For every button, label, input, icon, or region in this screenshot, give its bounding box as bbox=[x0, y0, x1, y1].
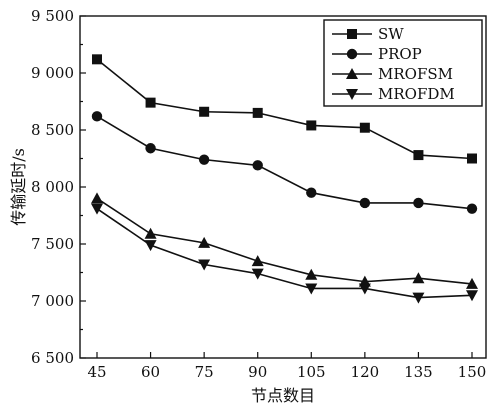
data-point-prop bbox=[198, 154, 210, 165]
data-point-sw bbox=[467, 153, 477, 164]
data-point-prop bbox=[91, 111, 103, 122]
data-point-prop bbox=[466, 203, 478, 214]
y-tick-label: 8 500 bbox=[31, 121, 74, 139]
legend-marker-sw bbox=[347, 29, 357, 39]
x-axis-title: 节点数目 bbox=[251, 386, 315, 405]
legend-label-mrofsm: MROFSM bbox=[378, 65, 453, 83]
x-tick-label: 75 bbox=[195, 363, 214, 381]
y-tick-label: 9 500 bbox=[31, 7, 74, 25]
y-axis: 6 500 7 000 7 500 8 000 8 500 9 000 9 500 bbox=[31, 7, 86, 367]
legend-label-prop: PROP bbox=[378, 45, 422, 63]
data-point-mrofsm bbox=[305, 268, 318, 280]
data-point-mrofdm bbox=[358, 283, 371, 295]
data-point-sw bbox=[92, 54, 102, 65]
data-point-mrofsm bbox=[198, 236, 211, 248]
series-line-prop bbox=[96, 115, 473, 210]
series-mrofdm bbox=[91, 203, 478, 304]
x-tick-label: 45 bbox=[87, 363, 106, 381]
legend-marker-prop bbox=[346, 48, 358, 60]
data-point-mrofdm bbox=[144, 240, 157, 252]
series-line-mrofsm bbox=[96, 197, 473, 285]
data-point-mrofdm bbox=[305, 283, 318, 295]
data-point-prop bbox=[145, 143, 156, 154]
y-tick-label: 9 000 bbox=[31, 64, 74, 82]
y-tick-label: 7 500 bbox=[31, 235, 74, 253]
data-point-mrofsm bbox=[144, 227, 157, 239]
data-point-mrofdm bbox=[198, 259, 211, 271]
y-tick-label: 7 000 bbox=[31, 292, 74, 310]
x-tick-label: 135 bbox=[404, 363, 433, 381]
x-tick-label: 60 bbox=[141, 363, 160, 381]
data-point-mrofsm bbox=[412, 272, 425, 284]
data-point-prop bbox=[413, 197, 424, 209]
y-tick-label: 6 500 bbox=[31, 349, 74, 367]
series-layer bbox=[91, 54, 478, 304]
legend-box bbox=[323, 19, 483, 107]
y-axis-title: 传输延时/s bbox=[9, 148, 28, 226]
legend-marker-mrofdm bbox=[346, 89, 358, 100]
legend-label-mrofdm: MROFDM bbox=[378, 85, 455, 103]
x-tick-label: 90 bbox=[248, 363, 267, 381]
series-prop bbox=[91, 111, 478, 214]
data-point-mrofsm bbox=[91, 192, 103, 204]
data-point-prop bbox=[252, 160, 263, 171]
legend-label-sw: SW bbox=[378, 25, 404, 43]
data-point-sw bbox=[306, 120, 317, 131]
data-point-mrofdm bbox=[251, 268, 264, 280]
series-line-sw bbox=[96, 58, 473, 160]
data-point-sw bbox=[199, 106, 210, 117]
data-point-mrofdm bbox=[466, 290, 478, 302]
data-point-mrofsm bbox=[466, 277, 478, 289]
x-tick-label: 120 bbox=[351, 363, 380, 381]
series-sw bbox=[92, 54, 477, 164]
y-tick-label: 8 000 bbox=[31, 178, 74, 196]
legend-marker-mrofsm bbox=[346, 68, 358, 79]
data-point-sw bbox=[359, 122, 370, 133]
data-point-prop bbox=[306, 187, 317, 198]
data-point-mrofdm bbox=[412, 292, 425, 304]
data-point-mrofsm bbox=[251, 255, 264, 267]
x-tick-label: 150 bbox=[458, 363, 487, 381]
legend: SW PROP MROFSM MROFDM bbox=[323, 19, 483, 107]
x-tick-label: 105 bbox=[297, 363, 326, 381]
data-point-sw bbox=[413, 150, 424, 161]
series-line-mrofdm bbox=[96, 207, 473, 299]
data-point-sw bbox=[252, 107, 263, 118]
data-point-mrofdm bbox=[91, 203, 103, 215]
data-point-prop bbox=[359, 197, 371, 209]
x-axis: 45 60 75 90 105 120 135 150 bbox=[87, 352, 486, 381]
data-point-sw bbox=[145, 97, 156, 108]
